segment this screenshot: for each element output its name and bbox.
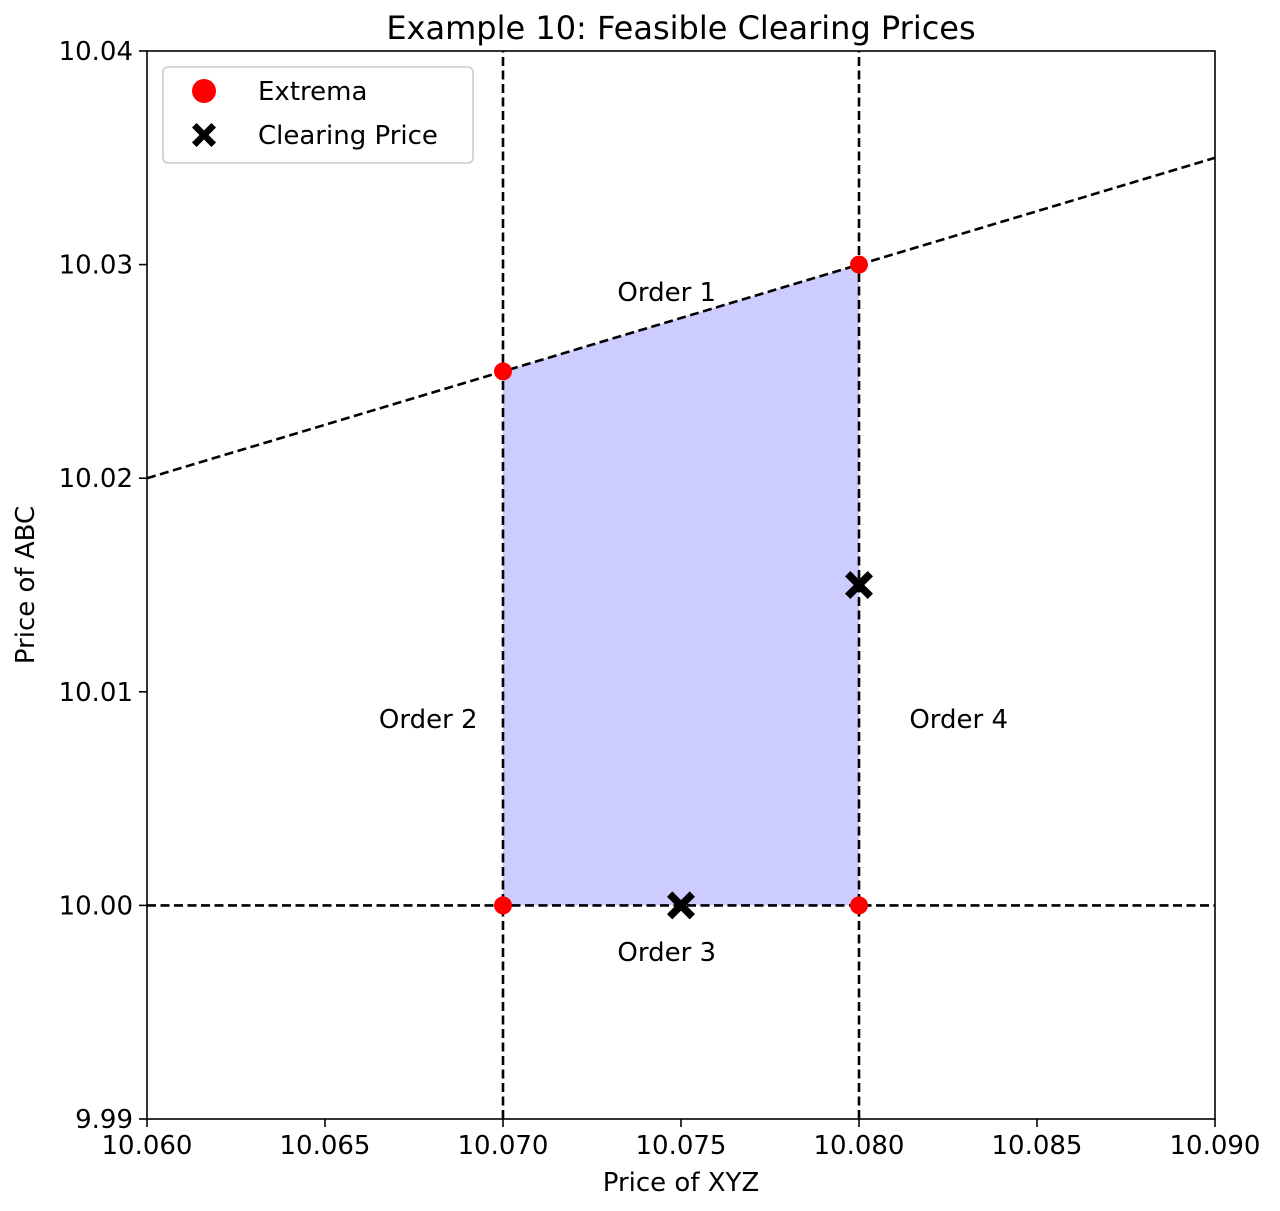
y-tick-label: 10.01 — [59, 678, 133, 708]
x-tick-label: 10.060 — [102, 1131, 193, 1161]
x-tick-label: 10.080 — [814, 1131, 905, 1161]
annotation-layer: Order 1 Order 2 Order 3 Order 4 — [379, 278, 1008, 968]
extrema-point-2 — [850, 255, 868, 274]
constraint-label-order-2: Order 2 — [379, 705, 478, 735]
x-axis-label: Price of XYZ — [603, 1168, 760, 1198]
extrema-point-1 — [494, 362, 512, 381]
y-tick-label: 10.04 — [59, 37, 133, 67]
y-tick-label: 9.99 — [75, 1105, 133, 1135]
y-tick-label: 10.03 — [59, 251, 133, 281]
constraint-line-order-1 — [147, 156, 1215, 480]
extrema-point-4 — [850, 896, 868, 915]
y-tick-label: 10.00 — [59, 891, 133, 921]
x-tick-label: 10.075 — [636, 1131, 727, 1161]
x-tick-label: 10.085 — [992, 1131, 1083, 1161]
extrema-point-3 — [494, 896, 512, 915]
region-layer — [503, 264, 859, 906]
legend-clearing-price-marker — [192, 123, 216, 147]
legend-label: Extrema — [258, 77, 367, 107]
legend-label: Clearing Price — [258, 121, 438, 151]
legend: Extrema Clearing Price — [162, 66, 474, 164]
x-tick-label: 10.070 — [458, 1131, 549, 1161]
y-axis-label: Price of ABC — [11, 506, 41, 664]
constraint-label-order-4: Order 4 — [909, 705, 1008, 735]
x-tick-label: 10.065 — [280, 1131, 371, 1161]
legend-frame — [162, 66, 474, 164]
y-tick-label: 10.02 — [59, 464, 133, 494]
points-layer — [494, 255, 873, 920]
x-tick-label: 10.090 — [1170, 1131, 1261, 1161]
clearing-price-point-2 — [845, 571, 873, 599]
clearing-price-point-1 — [667, 891, 695, 920]
legend-extrema-marker — [192, 79, 216, 103]
ticks-layer: 10.060 10.065 10.070 10.075 10.080 10.085 10.0… — [59, 37, 1261, 1161]
constraint-label-order-3: Order 3 — [617, 938, 716, 968]
chart-title: Example 10: Feasible Clearing Prices — [386, 9, 975, 47]
feasible-region — [503, 264, 859, 906]
constraint-label-order-1: Order 1 — [617, 278, 716, 308]
